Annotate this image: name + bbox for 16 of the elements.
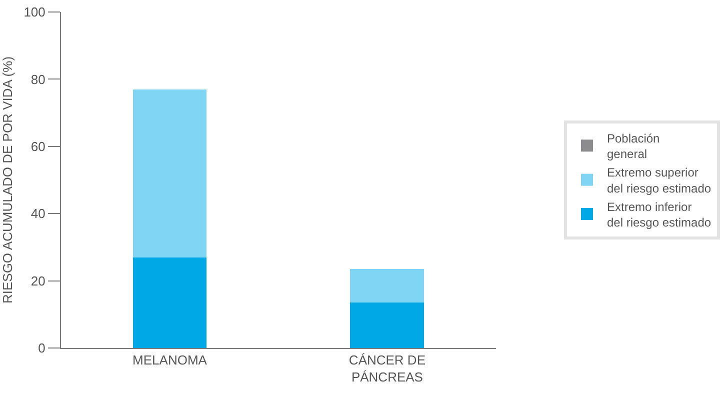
y-axis-title: RIESGO ACUMULADO DE POR VIDA (%) [0, 56, 15, 304]
x-tick-label: MELANOMA [132, 352, 208, 368]
y-tick-label: 100 [24, 4, 46, 20]
legend-label: Extremo superior del riesgo estimado [607, 166, 712, 196]
y-tick-label: 20 [30, 273, 46, 288]
bar [350, 302, 424, 348]
bar [350, 269, 424, 303]
legend-label: Extremo inferior del riesgo estimado [607, 200, 712, 230]
y-tick-label: 60 [30, 138, 46, 154]
bar [132, 89, 207, 258]
y-tick-label: 0 [38, 340, 46, 356]
legend-label: Población general [607, 131, 660, 162]
y-tick-label: 80 [30, 72, 46, 87]
bar [132, 257, 207, 348]
y-tick-label: 40 [30, 206, 46, 222]
x-tick-label: CÁNCER DE PÁNCREAS [348, 352, 426, 384]
